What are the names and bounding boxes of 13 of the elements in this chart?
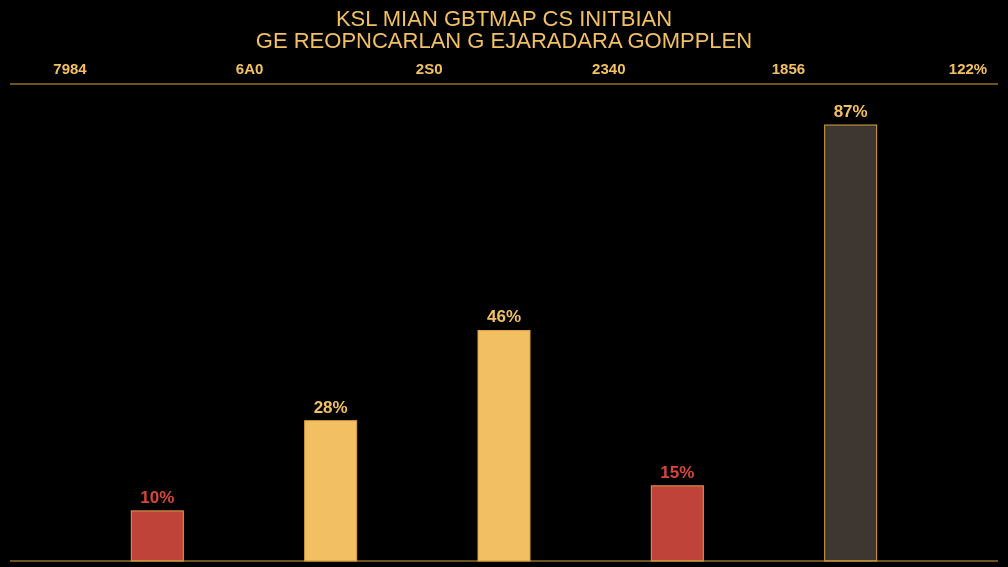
data-label: 46% xyxy=(486,307,522,327)
text: 2340 xyxy=(592,60,626,77)
data-label: 28% xyxy=(313,397,348,417)
data-label: 10% xyxy=(140,487,175,507)
text: 1856 xyxy=(771,60,806,77)
text: 7984 xyxy=(53,60,88,77)
chart-title: KSL MIAN GBTMAP CS INITBIAN xyxy=(335,6,673,31)
text: 122% xyxy=(948,60,988,77)
text: 2S0 xyxy=(415,60,443,77)
text: 6A0 xyxy=(235,60,264,77)
data-label: 15% xyxy=(660,462,695,482)
chart-subtitle: GE REOPNCARLAN G EJARADARA GOMPPLEN xyxy=(255,28,753,53)
data-label: 87% xyxy=(833,102,868,121)
